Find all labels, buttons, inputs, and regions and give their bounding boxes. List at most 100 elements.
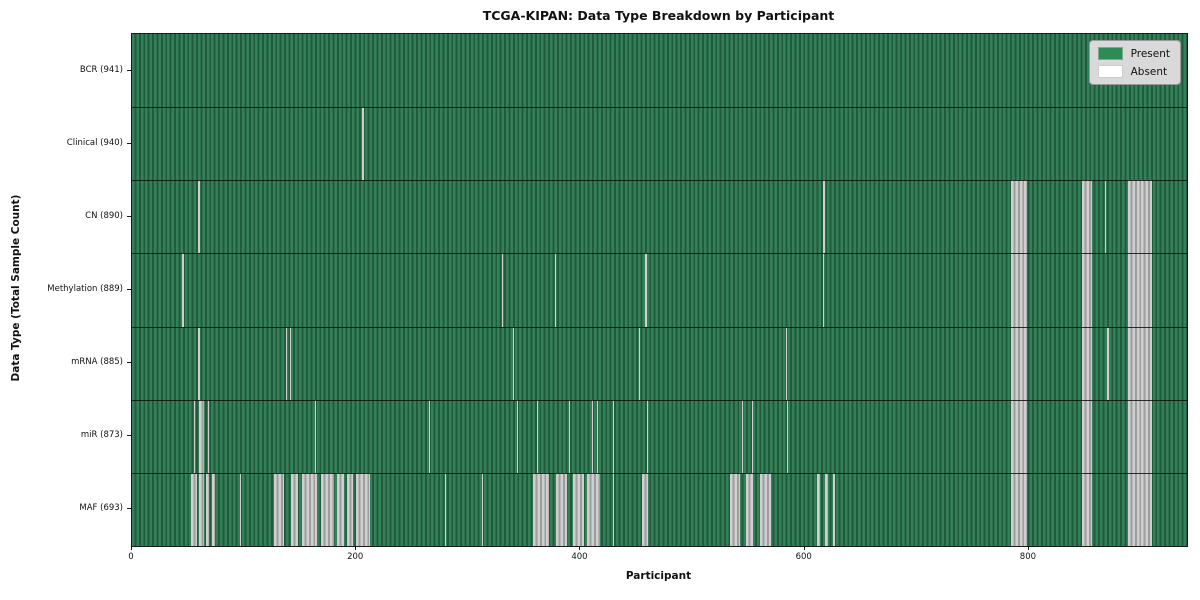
y-tick bbox=[127, 142, 131, 144]
absent-stripe bbox=[642, 472, 648, 546]
plot-area: Present Absent bbox=[131, 33, 1188, 547]
y-tick bbox=[127, 69, 131, 71]
absent-stripe bbox=[1010, 472, 1027, 546]
absent-stripe bbox=[822, 180, 825, 254]
absent-stripe bbox=[572, 472, 584, 546]
absent-stripe bbox=[786, 399, 788, 473]
legend-label-present: Present bbox=[1130, 47, 1170, 60]
absent-stripe bbox=[356, 472, 370, 546]
x-tick-label: 400 bbox=[571, 552, 588, 562]
absent-stripe bbox=[1010, 326, 1027, 400]
row-divider bbox=[132, 107, 1187, 109]
legend-swatch-absent-icon bbox=[1097, 65, 1123, 78]
absent-stripe bbox=[1010, 180, 1027, 254]
absent-stripe bbox=[612, 399, 615, 473]
absent-stripe bbox=[1127, 399, 1153, 473]
y-tick bbox=[127, 508, 131, 510]
y-tick bbox=[127, 435, 131, 437]
absent-stripe bbox=[337, 472, 344, 546]
absent-stripe bbox=[290, 326, 292, 400]
row-divider bbox=[132, 253, 1187, 255]
absent-stripe bbox=[597, 399, 599, 473]
absent-stripe bbox=[832, 472, 835, 546]
absent-stripe bbox=[741, 399, 744, 473]
absent-stripe bbox=[1127, 180, 1153, 254]
absent-stripe bbox=[1107, 326, 1109, 400]
legend-swatch-present-icon bbox=[1097, 47, 1123, 60]
x-tick-label: 200 bbox=[347, 552, 364, 562]
absent-stripe bbox=[274, 472, 285, 546]
y-tick bbox=[127, 215, 131, 217]
absent-stripe bbox=[1081, 399, 1092, 473]
absent-stripe bbox=[822, 253, 824, 327]
absent-stripe bbox=[1010, 399, 1027, 473]
absent-stripe bbox=[285, 326, 287, 400]
absent-stripe bbox=[533, 472, 550, 546]
absent-stripe bbox=[817, 472, 821, 546]
absent-stripe bbox=[1127, 472, 1153, 546]
absent-stripe bbox=[1105, 180, 1107, 254]
legend-item-present: Present bbox=[1097, 47, 1170, 60]
absent-stripe bbox=[645, 253, 647, 327]
absent-stripe bbox=[591, 399, 593, 473]
chart-title: TCGA-KIPAN: Data Type Breakdown by Parti… bbox=[482, 8, 835, 23]
legend-item-absent: Absent bbox=[1097, 65, 1170, 78]
absent-stripe bbox=[208, 399, 210, 473]
absent-stripe bbox=[536, 399, 538, 473]
y-tick-label: miR (873) bbox=[80, 430, 123, 441]
absent-stripe bbox=[759, 472, 772, 546]
absent-stripe bbox=[211, 472, 215, 546]
y-tick-label: mRNA (885) bbox=[71, 357, 123, 368]
absent-stripe bbox=[1081, 472, 1092, 546]
absent-stripe bbox=[555, 472, 567, 546]
legend-label-absent: Absent bbox=[1130, 65, 1168, 78]
row-divider bbox=[132, 326, 1187, 328]
absent-stripe bbox=[199, 472, 204, 546]
absent-stripe bbox=[361, 107, 365, 181]
absent-stripe bbox=[1127, 326, 1153, 400]
absent-stripe bbox=[193, 399, 195, 473]
y-tick-label: BCR (941) bbox=[79, 64, 123, 75]
absent-stripe bbox=[198, 180, 201, 254]
absent-stripe bbox=[824, 472, 829, 546]
absent-stripe bbox=[516, 399, 518, 473]
x-tick-label: 0 bbox=[128, 552, 134, 562]
absent-stripe bbox=[1127, 253, 1153, 327]
absent-stripe bbox=[1081, 180, 1092, 254]
y-tick-label: Methylation (889) bbox=[47, 284, 123, 294]
y-tick-label: Clinical (940) bbox=[66, 137, 123, 148]
row-divider bbox=[132, 399, 1187, 401]
x-tick bbox=[1027, 546, 1029, 550]
absent-stripe bbox=[569, 399, 571, 473]
absent-stripe bbox=[554, 253, 556, 327]
y-tick bbox=[127, 289, 131, 290]
absent-stripe bbox=[206, 472, 210, 546]
x-tick bbox=[803, 546, 805, 550]
absent-stripe bbox=[481, 472, 483, 546]
absent-stripe bbox=[638, 326, 640, 400]
absent-stripe bbox=[239, 472, 241, 546]
absent-stripe bbox=[444, 472, 446, 546]
absent-stripe bbox=[1081, 326, 1092, 400]
absent-stripe bbox=[587, 472, 600, 546]
absent-stripe bbox=[513, 326, 515, 400]
row-divider bbox=[132, 472, 1187, 474]
x-tick bbox=[131, 546, 132, 550]
absent-stripe bbox=[199, 399, 204, 473]
absent-stripe bbox=[751, 399, 754, 473]
absent-stripe bbox=[314, 399, 316, 473]
y-tick-label: CN (890) bbox=[85, 210, 123, 221]
row-divider bbox=[132, 180, 1187, 182]
x-tick bbox=[579, 546, 581, 550]
absent-stripe bbox=[646, 399, 648, 473]
absent-stripe bbox=[198, 326, 201, 400]
y-tick bbox=[127, 362, 131, 364]
absent-stripe bbox=[321, 472, 334, 546]
absent-stripe bbox=[785, 326, 787, 400]
absent-stripe bbox=[347, 472, 353, 546]
absent-stripe bbox=[291, 472, 298, 546]
x-tick-label: 600 bbox=[795, 552, 812, 562]
absent-stripe bbox=[1010, 253, 1027, 327]
absent-stripe bbox=[501, 253, 504, 327]
